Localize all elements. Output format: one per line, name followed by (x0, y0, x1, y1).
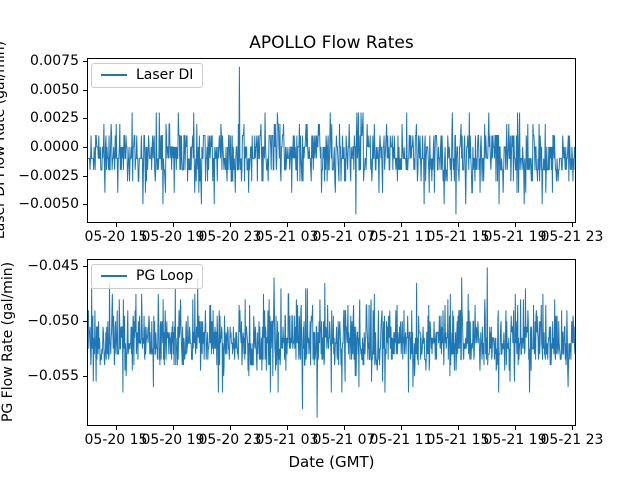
y-tick-label: 0.0075 (30, 52, 79, 69)
axes-top: Laser DI (87, 58, 576, 223)
y-tick-mark (83, 118, 87, 120)
y-tick-mark (83, 266, 87, 268)
x-tick-label: 05-21 15 (426, 432, 490, 448)
x-tick-mark (400, 426, 402, 430)
x-tick-mark (458, 426, 459, 430)
y-tick-label: −0.055 (27, 368, 79, 385)
x-tick-mark (115, 426, 117, 430)
x-tick-label: 05-20 19 (141, 432, 205, 448)
x-tick-mark (571, 223, 573, 227)
x-tick-mark (287, 223, 288, 227)
y-tick-label: −0.045 (27, 258, 79, 275)
y-axis-label-bottom: PG Flow Rate (gal/min) (0, 261, 16, 423)
x-tick-mark (400, 223, 402, 227)
legend-label: PG Loop (136, 268, 194, 284)
x-tick-label: 05-20 23 (198, 432, 262, 448)
legend-pg-loop: PG Loop (91, 264, 204, 289)
y-tick-mark (83, 321, 87, 323)
y-tick-label: 0.0050 (30, 81, 79, 98)
legend-laser-di: Laser DI (91, 63, 204, 88)
laser-di-series (88, 66, 575, 215)
y-tick-mark (83, 376, 87, 378)
y-tick-label: −0.0025 (18, 167, 79, 184)
x-tick-mark (115, 223, 117, 227)
x-tick-mark (458, 223, 459, 227)
y-tick-label: −0.0050 (18, 196, 79, 213)
x-tick-mark (515, 223, 517, 227)
y-tick-label: 0.0025 (30, 110, 79, 127)
legend-line-icon (101, 275, 127, 277)
x-axis-label: Date (GMT) (288, 453, 375, 471)
x-tick-mark (229, 426, 231, 430)
y-tick-mark (83, 204, 87, 206)
x-tick-label: 05-21 07 (312, 432, 376, 448)
y-tick-label: 0.0000 (30, 138, 79, 155)
x-tick-mark (287, 426, 288, 430)
x-tick-label: 05-21 03 (255, 432, 319, 448)
y-tick-mark (83, 146, 87, 148)
y-tick-mark (83, 89, 87, 91)
x-tick-label: 05-20 15 (84, 432, 148, 448)
x-tick-label: 05-21 23 (540, 229, 604, 245)
x-tick-mark (173, 223, 174, 227)
x-tick-mark (571, 426, 573, 430)
x-tick-label: 05-21 03 (255, 229, 319, 245)
x-tick-mark (344, 426, 346, 430)
x-tick-label: 05-20 19 (141, 229, 205, 245)
pg-loop-series (88, 267, 575, 418)
x-tick-label: 05-21 15 (426, 229, 490, 245)
y-tick-mark (83, 60, 87, 62)
x-tick-label: 05-21 19 (483, 432, 547, 448)
chart-title: APOLLO Flow Rates (249, 33, 414, 53)
y-tick-mark (83, 175, 87, 177)
x-tick-label: 05-21 11 (369, 432, 433, 448)
legend-label: Laser DI (136, 67, 194, 83)
y-tick-label: −0.050 (27, 313, 79, 330)
x-tick-mark (515, 426, 517, 430)
x-tick-label: 05-21 07 (312, 229, 376, 245)
x-tick-mark (229, 223, 231, 227)
x-tick-label: 05-21 23 (540, 432, 604, 448)
x-tick-mark (344, 223, 346, 227)
x-tick-label: 05-20 15 (84, 229, 148, 245)
x-tick-label: 05-21 19 (483, 229, 547, 245)
axes-bottom: PG Loop (87, 259, 576, 426)
legend-line-icon (101, 74, 127, 76)
x-tick-mark (173, 426, 174, 430)
x-tick-label: 05-21 11 (369, 229, 433, 245)
x-tick-label: 05-20 23 (198, 229, 262, 245)
